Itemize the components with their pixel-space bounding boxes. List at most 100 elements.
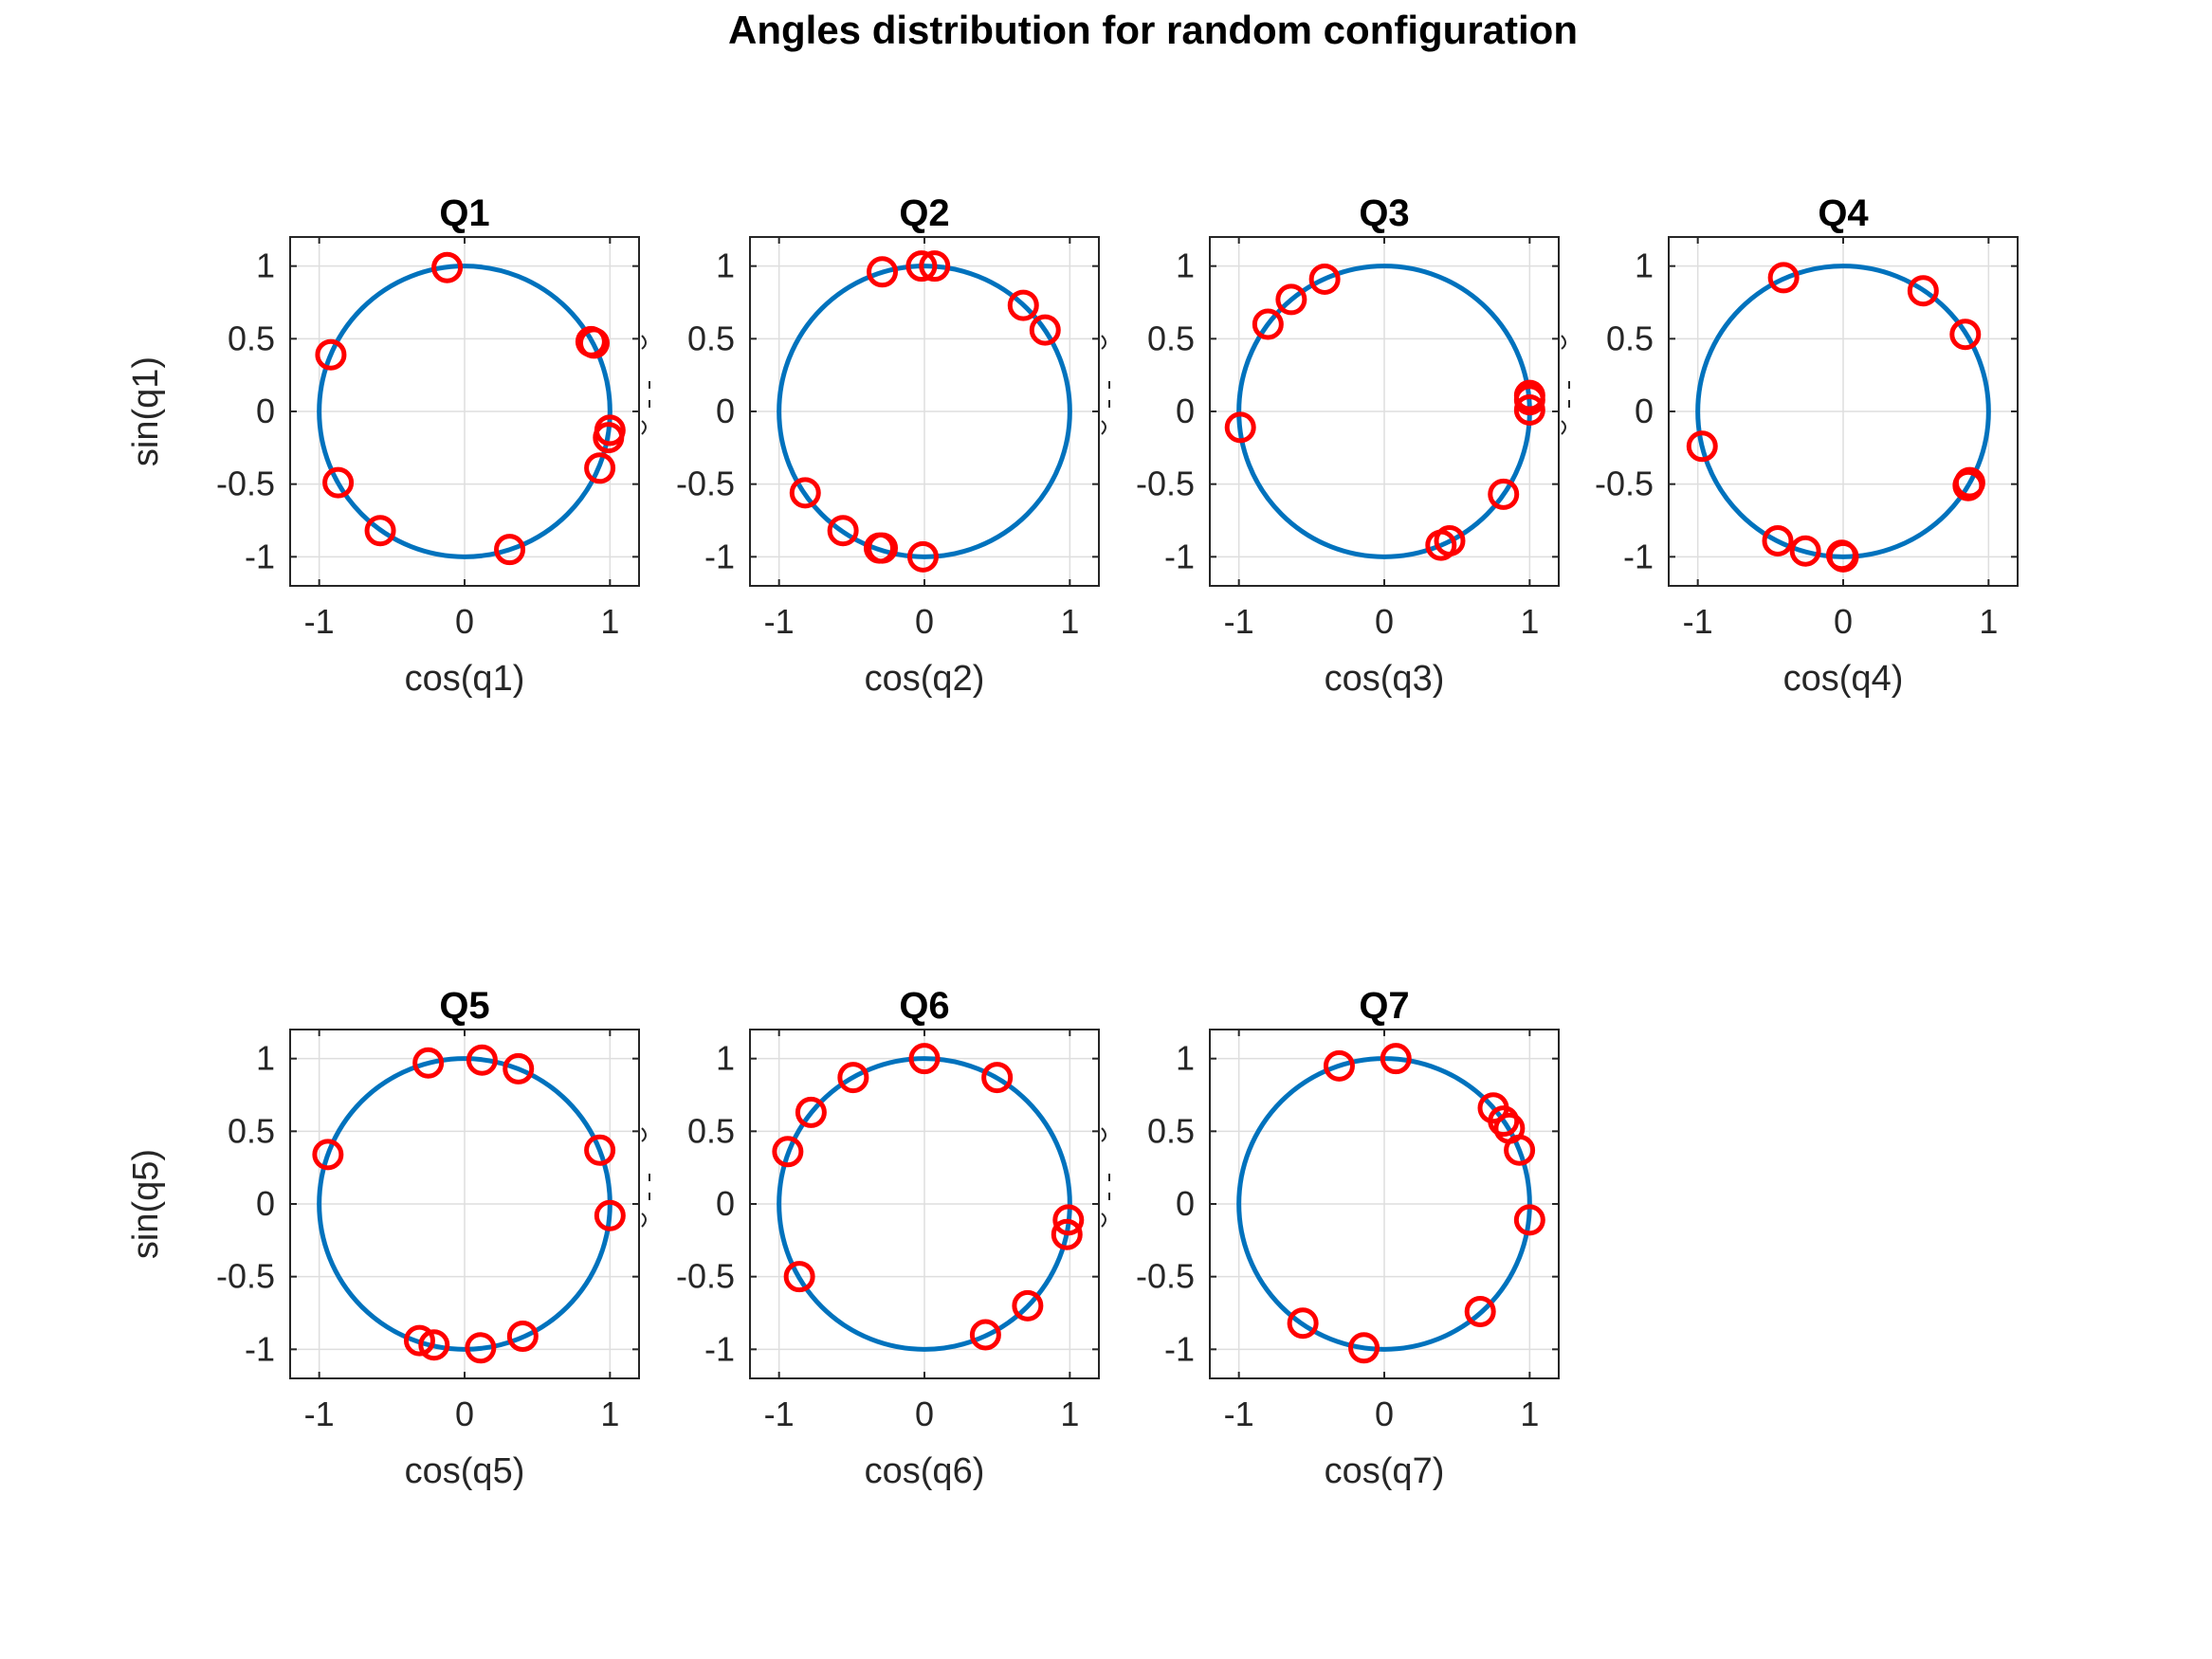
y-axis-label: sin(q1) xyxy=(126,356,166,466)
x-tick-label: 1 xyxy=(1060,1395,1079,1433)
y-tick-label: 0.5 xyxy=(228,319,275,357)
data-point xyxy=(1952,469,1984,501)
y-tick-label: 0 xyxy=(1176,1184,1195,1223)
data-point xyxy=(1224,411,1256,444)
unit-circle xyxy=(777,1056,1072,1352)
data-point xyxy=(969,1319,1001,1351)
x-tick-label: 0 xyxy=(915,602,934,641)
x-axis-label: cos(q6) xyxy=(865,1451,985,1491)
axis-break-mark xyxy=(1561,335,1570,435)
y-tick-label: 1 xyxy=(1176,246,1195,285)
unit-circle xyxy=(777,264,1072,559)
data-point xyxy=(1007,289,1039,321)
data-point xyxy=(919,250,951,283)
y-tick-label: 1 xyxy=(716,1039,735,1078)
data-point xyxy=(906,540,939,573)
data-point xyxy=(322,466,355,499)
data-point xyxy=(1425,529,1457,561)
y-tick-label: -1 xyxy=(1164,537,1195,575)
x-tick-label: -1 xyxy=(1224,1395,1254,1433)
y-tick-label: -0.5 xyxy=(216,465,275,503)
y-tick-label: 0.5 xyxy=(228,1111,275,1150)
x-tick-label: -1 xyxy=(304,602,335,641)
data-point xyxy=(867,532,899,564)
data-point xyxy=(594,1199,626,1231)
y-axis-label: sin(q5) xyxy=(126,1149,166,1259)
unit-circle xyxy=(317,264,612,559)
y-tick-label: 0 xyxy=(716,392,735,430)
x-tick-label: -1 xyxy=(304,1395,335,1433)
x-tick-label: 0 xyxy=(455,1395,474,1433)
y-tick-label: 1 xyxy=(256,246,275,285)
y-tick-label: -0.5 xyxy=(1595,465,1654,503)
subplot-q2: -1 0 1 1 0.5 0 -0.5 -1 Q2 cos(q2) xyxy=(676,192,1110,699)
x-axis-label: cos(q7) xyxy=(1325,1451,1445,1491)
axis-break-mark xyxy=(641,335,650,435)
data-point xyxy=(837,1062,869,1094)
y-tick-label: 0.5 xyxy=(687,1111,735,1150)
data-point xyxy=(1762,524,1794,556)
data-point xyxy=(466,1044,498,1076)
x-tick-label: 1 xyxy=(1520,602,1539,641)
data-point xyxy=(506,1321,539,1353)
x-tick-label: -1 xyxy=(1683,602,1713,641)
data-point xyxy=(1488,478,1520,510)
y-tick-label: 0 xyxy=(1635,392,1654,430)
data-point xyxy=(1513,393,1545,426)
y-tick-label: -0.5 xyxy=(676,1257,735,1296)
y-tick-label: -1 xyxy=(245,1329,275,1368)
data-point xyxy=(827,515,859,547)
panel-title: Q6 xyxy=(899,985,949,1027)
data-point xyxy=(1052,1204,1085,1236)
y-tick-label: -0.5 xyxy=(676,465,735,503)
x-tick-label: 1 xyxy=(1979,602,1998,641)
data-point xyxy=(465,1332,497,1364)
data-point xyxy=(1767,262,1800,294)
x-tick-label: 0 xyxy=(1375,602,1394,641)
x-tick-label: 1 xyxy=(1060,602,1079,641)
data-point xyxy=(418,1329,450,1361)
data-point xyxy=(1275,283,1307,316)
subplot-q1: -1 0 1 1 0.5 0 -0.5 -1 Q1 cos(q1) sin(q1) xyxy=(126,192,650,699)
subplot-q4: -1 0 1 1 0.5 0 -0.5 -1 Q4 cos(q4) xyxy=(1595,192,2019,699)
x-tick-label: 1 xyxy=(600,1395,619,1433)
y-tick-label: -1 xyxy=(704,1329,735,1368)
y-tick-label: -0.5 xyxy=(216,1257,275,1296)
data-point xyxy=(1012,1289,1044,1322)
data-point xyxy=(1287,1307,1319,1340)
data-point xyxy=(1308,263,1341,295)
panel-title: Q5 xyxy=(439,985,489,1027)
y-tick-label: 0 xyxy=(716,1184,735,1223)
unit-circle xyxy=(1695,264,1991,559)
panel-title: Q2 xyxy=(899,192,949,234)
data-point xyxy=(867,256,899,288)
data-point xyxy=(772,1136,804,1168)
data-point xyxy=(981,1062,1014,1094)
x-tick-label: 0 xyxy=(1375,1395,1394,1433)
y-tick-label: 0.5 xyxy=(1147,1111,1195,1150)
y-tick-label: 0 xyxy=(256,392,275,430)
data-point xyxy=(1504,1134,1536,1166)
subplot-q7: -1 0 1 1 0.5 0 -0.5 -1 Q7 cos(q7) xyxy=(1136,985,1560,1491)
panel-title: Q7 xyxy=(1359,985,1409,1027)
y-tick-label: -1 xyxy=(245,537,275,575)
data-point xyxy=(1827,540,1859,573)
axis-break-mark xyxy=(1101,335,1110,435)
y-tick-label: -1 xyxy=(1623,537,1654,575)
data-point xyxy=(584,452,616,484)
y-tick-label: 1 xyxy=(1176,1039,1195,1078)
data-point xyxy=(1348,1332,1380,1364)
x-tick-label: 0 xyxy=(455,602,474,641)
data-point xyxy=(1488,1105,1520,1138)
subplot-q6: -1 0 1 1 0.5 0 -0.5 -1 Q6 cos(q6) xyxy=(676,985,1110,1491)
y-tick-label: 0 xyxy=(256,1184,275,1223)
y-tick-label: 0.5 xyxy=(1606,319,1654,357)
x-axis-label: cos(q3) xyxy=(1325,659,1445,699)
data-point xyxy=(503,1052,535,1085)
axis-break-mark xyxy=(641,1127,650,1228)
y-tick-label: 1 xyxy=(256,1039,275,1078)
data-point xyxy=(1252,308,1284,340)
data-point xyxy=(431,251,464,283)
panel-title: Q1 xyxy=(439,192,489,234)
